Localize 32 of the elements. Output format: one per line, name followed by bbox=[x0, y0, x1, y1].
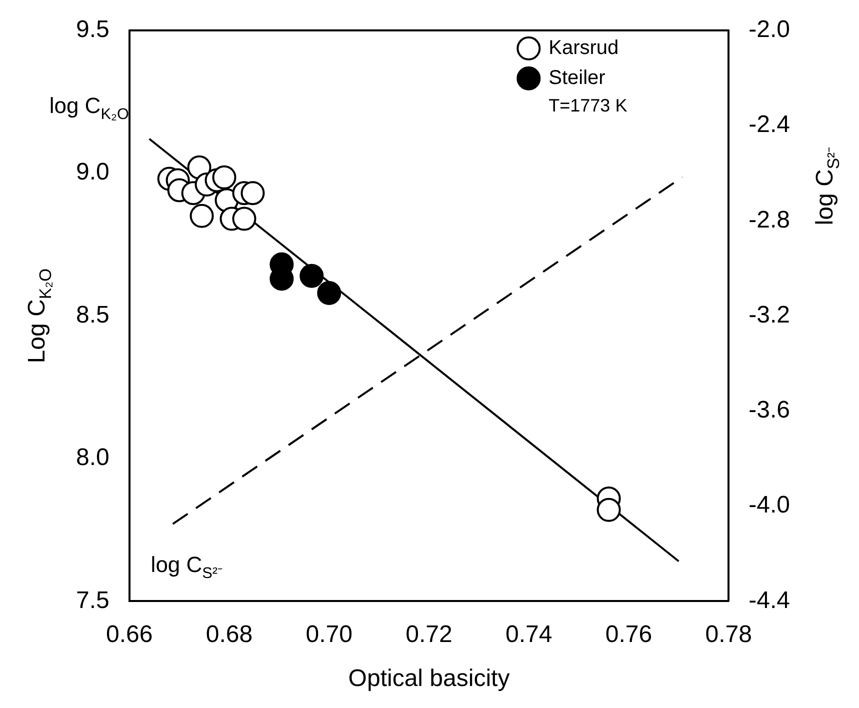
y-axis-title: Log CK₂O bbox=[24, 268, 56, 364]
point bbox=[232, 206, 256, 231]
y-tick-label: 9.5 bbox=[76, 16, 110, 44]
point bbox=[300, 264, 324, 288]
x-tick-label: 0.76 bbox=[605, 621, 652, 648]
y2-tick-label: -4.4 bbox=[748, 586, 790, 614]
point bbox=[212, 165, 236, 190]
y-tick-label: 9.0 bbox=[76, 158, 110, 186]
y2-tick-label: -4.0 bbox=[748, 492, 790, 519]
point bbox=[596, 498, 621, 522]
x-tick-label: 0.70 bbox=[306, 621, 352, 648]
x-tick-label: 0.78 bbox=[705, 621, 752, 648]
legend-label: Steiler bbox=[548, 66, 606, 89]
y2-tick-label: -3.2 bbox=[748, 301, 790, 328]
x-axis-title: Optical basicity bbox=[348, 664, 510, 692]
point bbox=[317, 280, 342, 305]
point bbox=[240, 181, 265, 206]
x-tick-label: 0.68 bbox=[206, 621, 253, 648]
legend-label: Karsrud bbox=[548, 36, 619, 59]
y2-tick-label: -2.0 bbox=[748, 16, 790, 44]
point bbox=[190, 204, 214, 228]
y2-tick-label: -3.6 bbox=[748, 396, 790, 424]
y-tick-label: 8.0 bbox=[76, 444, 110, 472]
x-tick-label: 0.74 bbox=[506, 621, 552, 648]
y2-tick-label: -2.4 bbox=[748, 111, 790, 138]
x-tick-label: 0.66 bbox=[106, 621, 153, 648]
y2-axis-title: log CS²⁻ bbox=[812, 146, 844, 226]
annotation: T=1773 K bbox=[548, 95, 628, 116]
y-tick-label: 8.5 bbox=[76, 301, 110, 328]
x-tick-label: 0.72 bbox=[406, 621, 452, 648]
y2-tick-label: -2.8 bbox=[748, 206, 790, 234]
y-tick-label: 7.5 bbox=[76, 586, 110, 614]
